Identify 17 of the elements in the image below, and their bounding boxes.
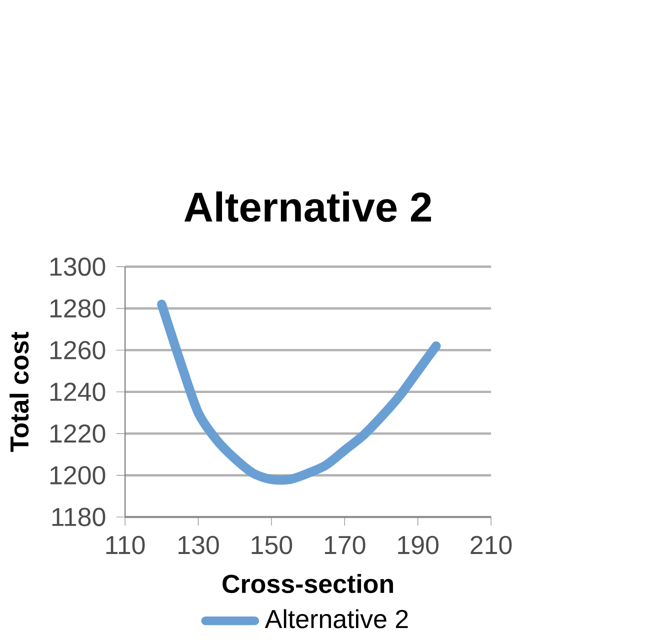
y-tick-label: 1180 [52, 508, 106, 526]
x-axis-title: Cross-section [222, 574, 393, 594]
x-tick-label: 110 [106, 536, 145, 554]
x-tick-label: 170 [324, 536, 366, 554]
y-tick-label: 1280 [50, 299, 106, 318]
chart-title: Alternative 2 [184, 191, 431, 222]
y-tick-label: 1240 [50, 382, 106, 402]
x-tick-label: 210 [470, 536, 512, 554]
y-tick-label: 1300 [50, 258, 106, 276]
x-tick-label: 130 [178, 536, 219, 554]
x-tick-label: 190 [398, 536, 438, 554]
y-tick-label: 1260 [50, 341, 106, 360]
x-tick-label: 150 [252, 536, 292, 554]
y-tick-label: 1220 [50, 424, 106, 443]
legend-label: Alternative 2 [264, 609, 408, 628]
y-axis-title: Total cost [10, 332, 29, 452]
y-tick-label: 1200 [50, 466, 106, 485]
